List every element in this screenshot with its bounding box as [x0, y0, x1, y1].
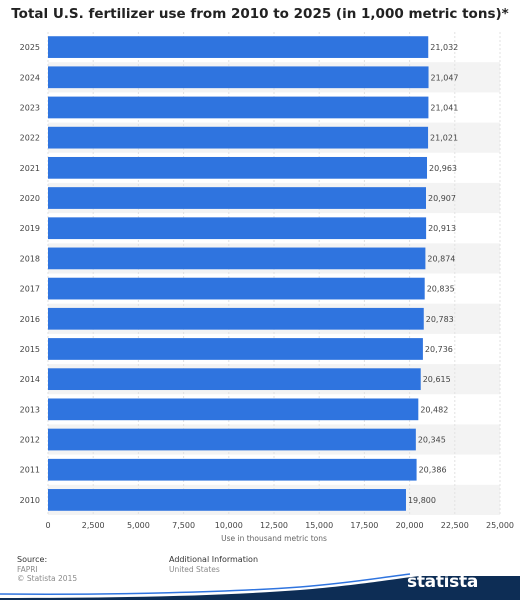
bar — [48, 458, 417, 481]
value-label: 20,783 — [426, 315, 454, 324]
source-label: Source: — [17, 555, 48, 564]
value-label: 20,386 — [419, 466, 447, 475]
bar — [48, 368, 421, 391]
category-label: 2022 — [20, 134, 40, 143]
x-tick-label: 2,500 — [82, 521, 105, 530]
chart-title: Total U.S. fertilizer use from 2010 to 2… — [11, 6, 509, 22]
category-label: 2017 — [20, 285, 40, 294]
category-label: 2025 — [20, 43, 40, 52]
value-label: 19,800 — [408, 496, 436, 505]
bar — [48, 277, 425, 300]
category-label: 2021 — [20, 164, 40, 173]
x-axis-label: Use in thousand metric tons — [221, 534, 327, 543]
brand-bar: statista — [0, 568, 520, 600]
bar — [48, 428, 416, 451]
bar — [48, 398, 419, 421]
bar — [48, 96, 429, 119]
category-label: 2016 — [20, 315, 40, 324]
source-name: FAPRI — [17, 565, 38, 574]
x-tick-label: 12,500 — [260, 521, 288, 530]
bar — [48, 489, 406, 511]
value-label: 20,835 — [427, 285, 455, 294]
category-label: 2012 — [20, 436, 40, 445]
category-label: 2011 — [20, 466, 40, 475]
category-label: 2010 — [20, 496, 40, 505]
bar — [48, 187, 426, 209]
value-label: 20,907 — [428, 194, 456, 203]
x-tick-label: 5,000 — [127, 521, 150, 530]
bar — [48, 307, 424, 330]
bar — [48, 338, 423, 360]
value-label: 20,736 — [425, 345, 453, 354]
statista-logo: statista — [407, 572, 478, 592]
category-label: 2013 — [20, 405, 40, 414]
additional-info-label: Additional Information — [169, 555, 259, 564]
value-label: 20,345 — [418, 436, 446, 445]
copyright-text: © Statista 2015 — [17, 574, 78, 583]
additional-info-value: United States — [169, 565, 220, 574]
category-label: 2020 — [20, 194, 40, 203]
value-label: 21,032 — [430, 43, 458, 52]
x-tick-label: 22,500 — [441, 521, 469, 530]
value-label: 21,047 — [431, 73, 459, 82]
x-tick-label: 17,500 — [350, 521, 378, 530]
x-tick-label: 15,000 — [305, 521, 333, 530]
x-tick-label: 20,000 — [396, 521, 424, 530]
bar-chart: 2025 21,032 2024 21,047 2023 21,041 2022 21,021… — [20, 32, 514, 543]
value-label: 20,913 — [428, 224, 456, 233]
brand-wave — [0, 573, 520, 600]
x-tick-label: 25,000 — [486, 521, 514, 530]
bar — [48, 247, 426, 270]
value-label: 20,615 — [423, 375, 451, 384]
category-label: 2018 — [20, 254, 40, 263]
category-label: 2014 — [20, 375, 40, 384]
value-label: 20,874 — [427, 254, 455, 263]
x-tick-label: 7,500 — [172, 521, 195, 530]
statista-logo-icon — [2, 579, 14, 589]
x-tick-label: 10,000 — [215, 521, 243, 530]
bar — [48, 66, 429, 89]
value-label: 20,482 — [420, 405, 448, 414]
bar — [48, 217, 427, 240]
value-label: 21,041 — [430, 103, 458, 112]
category-label: 2015 — [20, 345, 40, 354]
bar — [48, 156, 428, 179]
bar — [48, 126, 429, 149]
category-label: 2024 — [20, 73, 40, 82]
x-tick-label: 0 — [45, 521, 50, 530]
value-label: 20,963 — [429, 164, 457, 173]
bar — [48, 36, 429, 58]
category-label: 2023 — [20, 103, 40, 112]
value-label: 21,021 — [430, 134, 458, 143]
category-label: 2019 — [20, 224, 40, 233]
